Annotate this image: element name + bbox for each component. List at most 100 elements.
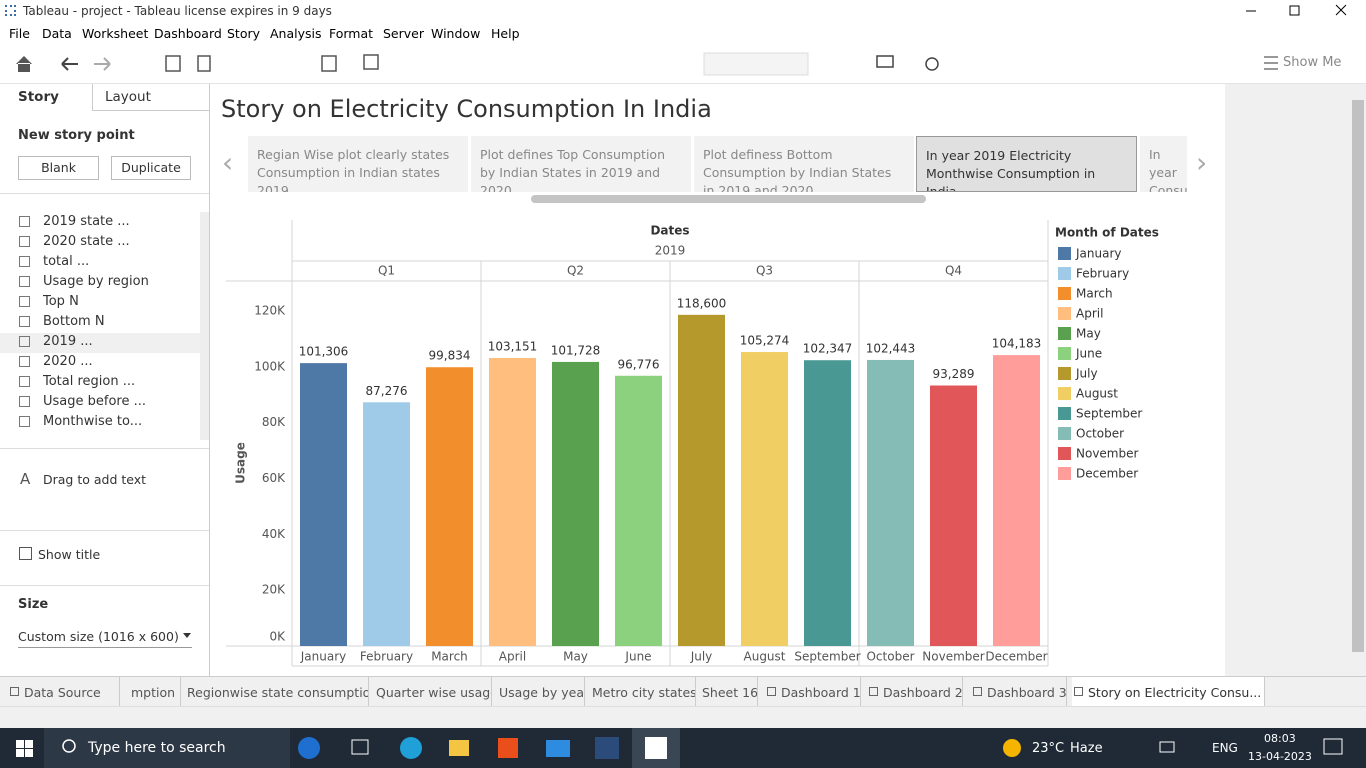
home-icon[interactable] xyxy=(16,56,32,72)
sheet-tab[interactable]: Metro city states xyxy=(592,677,696,707)
story-point[interactable]: Plot definess Bottom Consumption by Indi… xyxy=(694,136,914,192)
story-point[interactable]: Plot defines Top Consumption by Indian S… xyxy=(471,136,691,192)
quarter-header: Q4 xyxy=(945,264,962,278)
start-button[interactable] xyxy=(16,740,33,757)
clock-date[interactable]: 13-04-2023 xyxy=(1248,750,1312,763)
menu-item[interactable]: Window xyxy=(431,26,481,41)
sheet-item[interactable]: Usage before ... xyxy=(43,394,147,409)
story-point-caption: In year Consu xyxy=(1149,147,1187,192)
sheet-tab-label: Quarter wise usage xyxy=(376,685,492,700)
next-arrow[interactable]: › xyxy=(1196,146,1208,179)
explorer-icon[interactable] xyxy=(449,740,469,756)
legend-swatch xyxy=(1058,387,1071,400)
show-me-icon[interactable] xyxy=(1264,56,1278,70)
menu-item[interactable]: Story xyxy=(227,26,261,41)
new-data-icon[interactable] xyxy=(197,55,211,72)
sheet-item[interactable]: 2020 state ... xyxy=(43,234,130,249)
fit-dropdown[interactable] xyxy=(703,52,809,76)
legend-label: March xyxy=(1076,287,1113,301)
checkbox[interactable] xyxy=(19,547,32,560)
x-tick-label: April xyxy=(499,650,526,664)
sheet-tab[interactable]: Dashboard 1 xyxy=(765,677,861,707)
pane-tab[interactable]: Story xyxy=(18,89,59,105)
points-scroll[interactable] xyxy=(531,195,926,203)
edge-icon[interactable] xyxy=(400,737,422,759)
sheet-tab[interactable]: Dashboard 3 xyxy=(971,677,1067,707)
sheet-tab[interactable]: Usage by year xyxy=(499,677,585,707)
x-tick-label: October xyxy=(866,650,914,664)
sheet-tab-label: Sheet 16 xyxy=(702,685,758,700)
sheet-item[interactable]: Top N xyxy=(43,294,79,309)
sheet-tab[interactable]: Dashboard 2 xyxy=(867,677,963,707)
prev-arrow[interactable]: ‹ xyxy=(222,146,234,179)
sheet-tab[interactable]: Data Source xyxy=(8,677,120,707)
y-tick-label: 20K xyxy=(262,583,286,597)
sheet-tab[interactable]: Regionwise state consumption xyxy=(187,677,369,707)
menu-item[interactable]: Format xyxy=(329,26,374,41)
sheet-tab[interactable]: Sheet 16 xyxy=(702,677,758,707)
close[interactable] xyxy=(1335,4,1347,16)
new-sheet-icon[interactable] xyxy=(321,55,337,72)
sheet-tab[interactable]: Quarter wise usage xyxy=(376,677,492,707)
year-header: 2019 xyxy=(655,244,686,258)
app-icon-1[interactable] xyxy=(595,737,619,759)
show-title[interactable]: Show title xyxy=(38,547,101,562)
sheet-item[interactable]: Total region ... xyxy=(43,374,136,389)
undo-icon[interactable] xyxy=(61,57,78,71)
menu-item[interactable]: Dashboard xyxy=(154,26,222,41)
quarter-header: Q2 xyxy=(567,264,584,278)
sheet-tab[interactable]: mption xyxy=(131,677,181,707)
search-text[interactable]: Type here to search xyxy=(88,740,226,756)
sheet-item[interactable]: 2019 state ... xyxy=(43,214,130,229)
sheet-item[interactable]: total ... xyxy=(43,254,90,269)
weather-icon[interactable] xyxy=(1003,739,1021,757)
temperature[interactable]: 23°C xyxy=(1032,741,1065,756)
size-underline xyxy=(18,647,192,648)
menu-item[interactable]: Server xyxy=(383,26,424,41)
story-point[interactable]: In year 2019 Electricity Monthwise Consu… xyxy=(916,136,1137,192)
share-icon[interactable] xyxy=(925,57,939,71)
scrollbar-thumb[interactable] xyxy=(1352,100,1364,652)
legend-swatch xyxy=(1058,327,1071,340)
sheet-item[interactable]: Usage by region xyxy=(43,274,149,289)
clock-time[interactable]: 08:03 xyxy=(1264,732,1296,745)
story-point[interactable]: In year Consu xyxy=(1140,136,1187,192)
restore[interactable] xyxy=(1289,5,1300,16)
battery-icon[interactable] xyxy=(1159,741,1175,753)
language[interactable]: ENG xyxy=(1212,741,1238,755)
mail-icon[interactable] xyxy=(546,740,570,757)
menu-item[interactable]: Analysis xyxy=(270,26,322,41)
pane-tab[interactable]: Layout xyxy=(105,89,151,105)
notification-icon[interactable] xyxy=(1323,738,1343,755)
redo-icon[interactable] xyxy=(94,57,111,71)
show-me[interactable]: Show Me xyxy=(1283,55,1342,70)
drag-text[interactable]: Drag to add text xyxy=(43,472,147,487)
duplicate-icon[interactable] xyxy=(363,54,379,70)
story-point[interactable]: Regian Wise plot clearly states Consumpt… xyxy=(248,136,468,192)
menu-item[interactable]: Worksheet xyxy=(82,26,149,41)
sheet-icon xyxy=(19,336,30,347)
menu-item[interactable]: File xyxy=(9,26,30,41)
sheet-tab-label: Story on Electricity Consu... xyxy=(1088,685,1262,700)
sheet-item[interactable]: 2020 ... xyxy=(43,354,93,369)
store-icon[interactable] xyxy=(498,738,518,758)
menu-item[interactable]: Data xyxy=(42,26,72,41)
sheet-tab[interactable]: Story on Electricity Consu... xyxy=(1072,677,1265,707)
sheet-icon xyxy=(19,256,30,267)
sheet-item[interactable]: Monthwise to... xyxy=(43,414,143,429)
story-button[interactable]: Blank xyxy=(18,156,99,180)
menu-item[interactable]: Help xyxy=(491,26,520,41)
bar xyxy=(489,357,536,646)
bing-icon[interactable] xyxy=(298,737,320,759)
size-caret[interactable] xyxy=(183,633,191,638)
sheet-item[interactable]: Bottom N xyxy=(43,314,105,329)
presentation-icon[interactable] xyxy=(876,55,894,68)
weather[interactable]: Haze xyxy=(1070,741,1103,756)
size-label: Size xyxy=(18,597,49,612)
sheet-item[interactable]: 2019 ... xyxy=(43,334,93,349)
search-box[interactable] xyxy=(44,728,290,768)
save-icon[interactable] xyxy=(165,55,181,72)
task-view[interactable] xyxy=(351,739,369,755)
size-value[interactable]: Custom size (1016 x 600) xyxy=(18,629,179,644)
story-button[interactable]: Duplicate xyxy=(111,156,191,180)
